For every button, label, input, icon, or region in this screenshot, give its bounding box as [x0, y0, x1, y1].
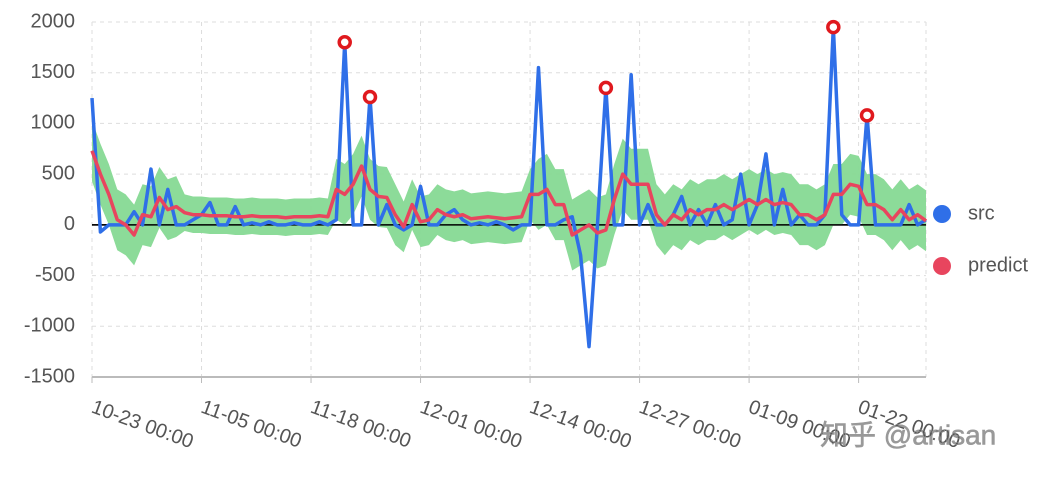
watermark: 知乎 @artisan	[820, 419, 996, 450]
legend-label: src	[968, 202, 995, 224]
legend-marker	[933, 257, 951, 275]
series-line	[90, 150, 928, 237]
y-tick-label: 0	[64, 213, 75, 235]
anomaly-marker	[859, 108, 875, 123]
legend-label: predict	[968, 254, 1028, 276]
anomaly-marker	[337, 35, 352, 50]
y-tick-label: 1500	[31, 61, 76, 83]
x-tick-label: 12-14 00:00	[527, 396, 635, 453]
x-tick-label: 12-27 00:00	[636, 396, 744, 453]
legend-marker	[933, 205, 951, 223]
y-tick-label: 2000	[31, 10, 76, 32]
x-tick-label: 11-18 00:00	[308, 396, 414, 453]
confidence-band	[92, 120, 926, 271]
anomaly-marker	[598, 80, 614, 96]
y-tick-label: -500	[35, 264, 75, 286]
x-tick-label: 11-05 00:00	[198, 396, 304, 453]
anomaly-marker	[362, 89, 378, 105]
y-tick-label: 1000	[31, 112, 76, 134]
x-tick-label: 10-23 00:00	[88, 396, 196, 453]
anomaly-marker	[826, 19, 841, 35]
x-tick-label: 12-01 00:00	[417, 396, 525, 453]
y-tick-label: -1000	[24, 315, 75, 337]
y-tick-label: -1500	[24, 365, 75, 387]
y-tick-label: 500	[42, 162, 75, 184]
